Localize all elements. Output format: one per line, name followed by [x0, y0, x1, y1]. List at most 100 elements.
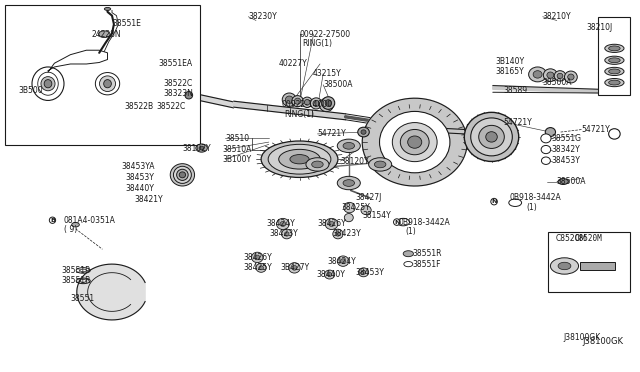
Ellipse shape: [358, 127, 369, 137]
Text: C8520M: C8520M: [556, 234, 587, 243]
Ellipse shape: [319, 98, 333, 112]
Text: 0B918-3442A: 0B918-3442A: [509, 193, 561, 202]
Ellipse shape: [529, 67, 547, 82]
Polygon shape: [493, 86, 598, 93]
Ellipse shape: [392, 123, 437, 162]
Circle shape: [558, 179, 568, 185]
Circle shape: [369, 158, 392, 171]
Circle shape: [550, 258, 579, 274]
Ellipse shape: [170, 164, 195, 186]
Ellipse shape: [401, 129, 429, 155]
Text: 38510: 38510: [225, 134, 250, 143]
Text: 38154Y: 38154Y: [362, 211, 391, 219]
Text: 38342Y: 38342Y: [552, 145, 580, 154]
Ellipse shape: [380, 112, 450, 173]
Ellipse shape: [541, 157, 550, 164]
Text: 38551: 38551: [70, 294, 95, 303]
Ellipse shape: [464, 112, 519, 161]
Text: 38440Y: 38440Y: [125, 184, 154, 193]
Ellipse shape: [325, 100, 332, 106]
Ellipse shape: [340, 259, 346, 263]
Ellipse shape: [609, 129, 620, 139]
Text: RING(1): RING(1): [284, 110, 314, 119]
Bar: [548, 232, 630, 292]
Circle shape: [306, 158, 329, 171]
Ellipse shape: [268, 144, 331, 174]
Ellipse shape: [285, 96, 293, 103]
Circle shape: [343, 180, 355, 186]
Ellipse shape: [408, 136, 422, 148]
Ellipse shape: [199, 146, 204, 150]
Text: 38425Y: 38425Y: [243, 263, 272, 272]
Text: 38102Y: 38102Y: [182, 144, 211, 153]
Circle shape: [403, 251, 413, 257]
Text: N: N: [394, 219, 399, 225]
Ellipse shape: [471, 118, 512, 156]
Circle shape: [404, 262, 413, 267]
Text: 38423Y: 38423Y: [269, 230, 298, 238]
Ellipse shape: [335, 232, 340, 236]
Text: 38510A: 38510A: [223, 145, 252, 154]
Ellipse shape: [196, 144, 207, 152]
Ellipse shape: [325, 218, 338, 230]
Ellipse shape: [173, 166, 191, 183]
Ellipse shape: [486, 132, 497, 142]
Text: J38100GK: J38100GK: [582, 337, 623, 346]
Text: 38500A: 38500A: [323, 80, 353, 89]
Text: 38522C: 38522C: [164, 79, 193, 88]
Polygon shape: [77, 264, 145, 320]
Bar: [580, 262, 615, 270]
Circle shape: [374, 161, 386, 168]
Text: 38453Y: 38453Y: [552, 156, 580, 165]
Text: 38427J: 38427J: [355, 193, 381, 202]
Polygon shape: [48, 50, 108, 72]
Text: RING(1): RING(1): [302, 39, 332, 48]
Text: 3B140Y: 3B140Y: [495, 57, 525, 66]
Text: 38551EA: 38551EA: [158, 59, 192, 68]
Text: 38210Y: 38210Y: [543, 12, 572, 21]
Text: 43215Y: 43215Y: [312, 69, 341, 78]
Circle shape: [343, 142, 355, 149]
Text: 38423Y: 38423Y: [333, 230, 362, 238]
Text: 38424Y: 38424Y: [327, 257, 356, 266]
Ellipse shape: [609, 58, 620, 63]
Ellipse shape: [322, 97, 335, 109]
Ellipse shape: [361, 270, 366, 274]
Text: 38551R: 38551R: [412, 249, 442, 258]
Bar: [598, 17, 630, 95]
Ellipse shape: [80, 280, 86, 282]
Text: 38440Y: 38440Y: [316, 270, 345, 279]
Text: 38589: 38589: [503, 86, 527, 94]
Ellipse shape: [541, 134, 551, 143]
Text: (1): (1): [405, 227, 416, 236]
Ellipse shape: [38, 72, 58, 95]
Ellipse shape: [290, 155, 309, 164]
Ellipse shape: [327, 273, 332, 276]
Text: 38522C: 38522C: [156, 102, 186, 111]
Circle shape: [558, 262, 571, 270]
Ellipse shape: [289, 263, 300, 273]
Ellipse shape: [361, 206, 371, 215]
Ellipse shape: [95, 73, 120, 95]
Ellipse shape: [609, 80, 620, 85]
Ellipse shape: [32, 67, 64, 100]
Ellipse shape: [344, 214, 353, 222]
Ellipse shape: [261, 141, 338, 177]
Ellipse shape: [177, 169, 188, 180]
Text: 38323N: 38323N: [164, 89, 194, 98]
Text: 38165Y: 38165Y: [495, 67, 524, 76]
Ellipse shape: [80, 269, 86, 272]
Circle shape: [312, 161, 323, 168]
Circle shape: [337, 139, 360, 153]
Ellipse shape: [282, 229, 292, 239]
Ellipse shape: [76, 278, 90, 284]
Text: 54721Y: 54721Y: [581, 125, 610, 134]
Ellipse shape: [605, 67, 624, 76]
Text: 38522B: 38522B: [125, 102, 154, 111]
Text: 3B427Y: 3B427Y: [280, 263, 310, 272]
Ellipse shape: [280, 221, 285, 227]
Ellipse shape: [305, 99, 310, 105]
Ellipse shape: [179, 172, 186, 178]
Text: 38453Y: 38453Y: [125, 173, 154, 182]
Ellipse shape: [337, 256, 349, 266]
